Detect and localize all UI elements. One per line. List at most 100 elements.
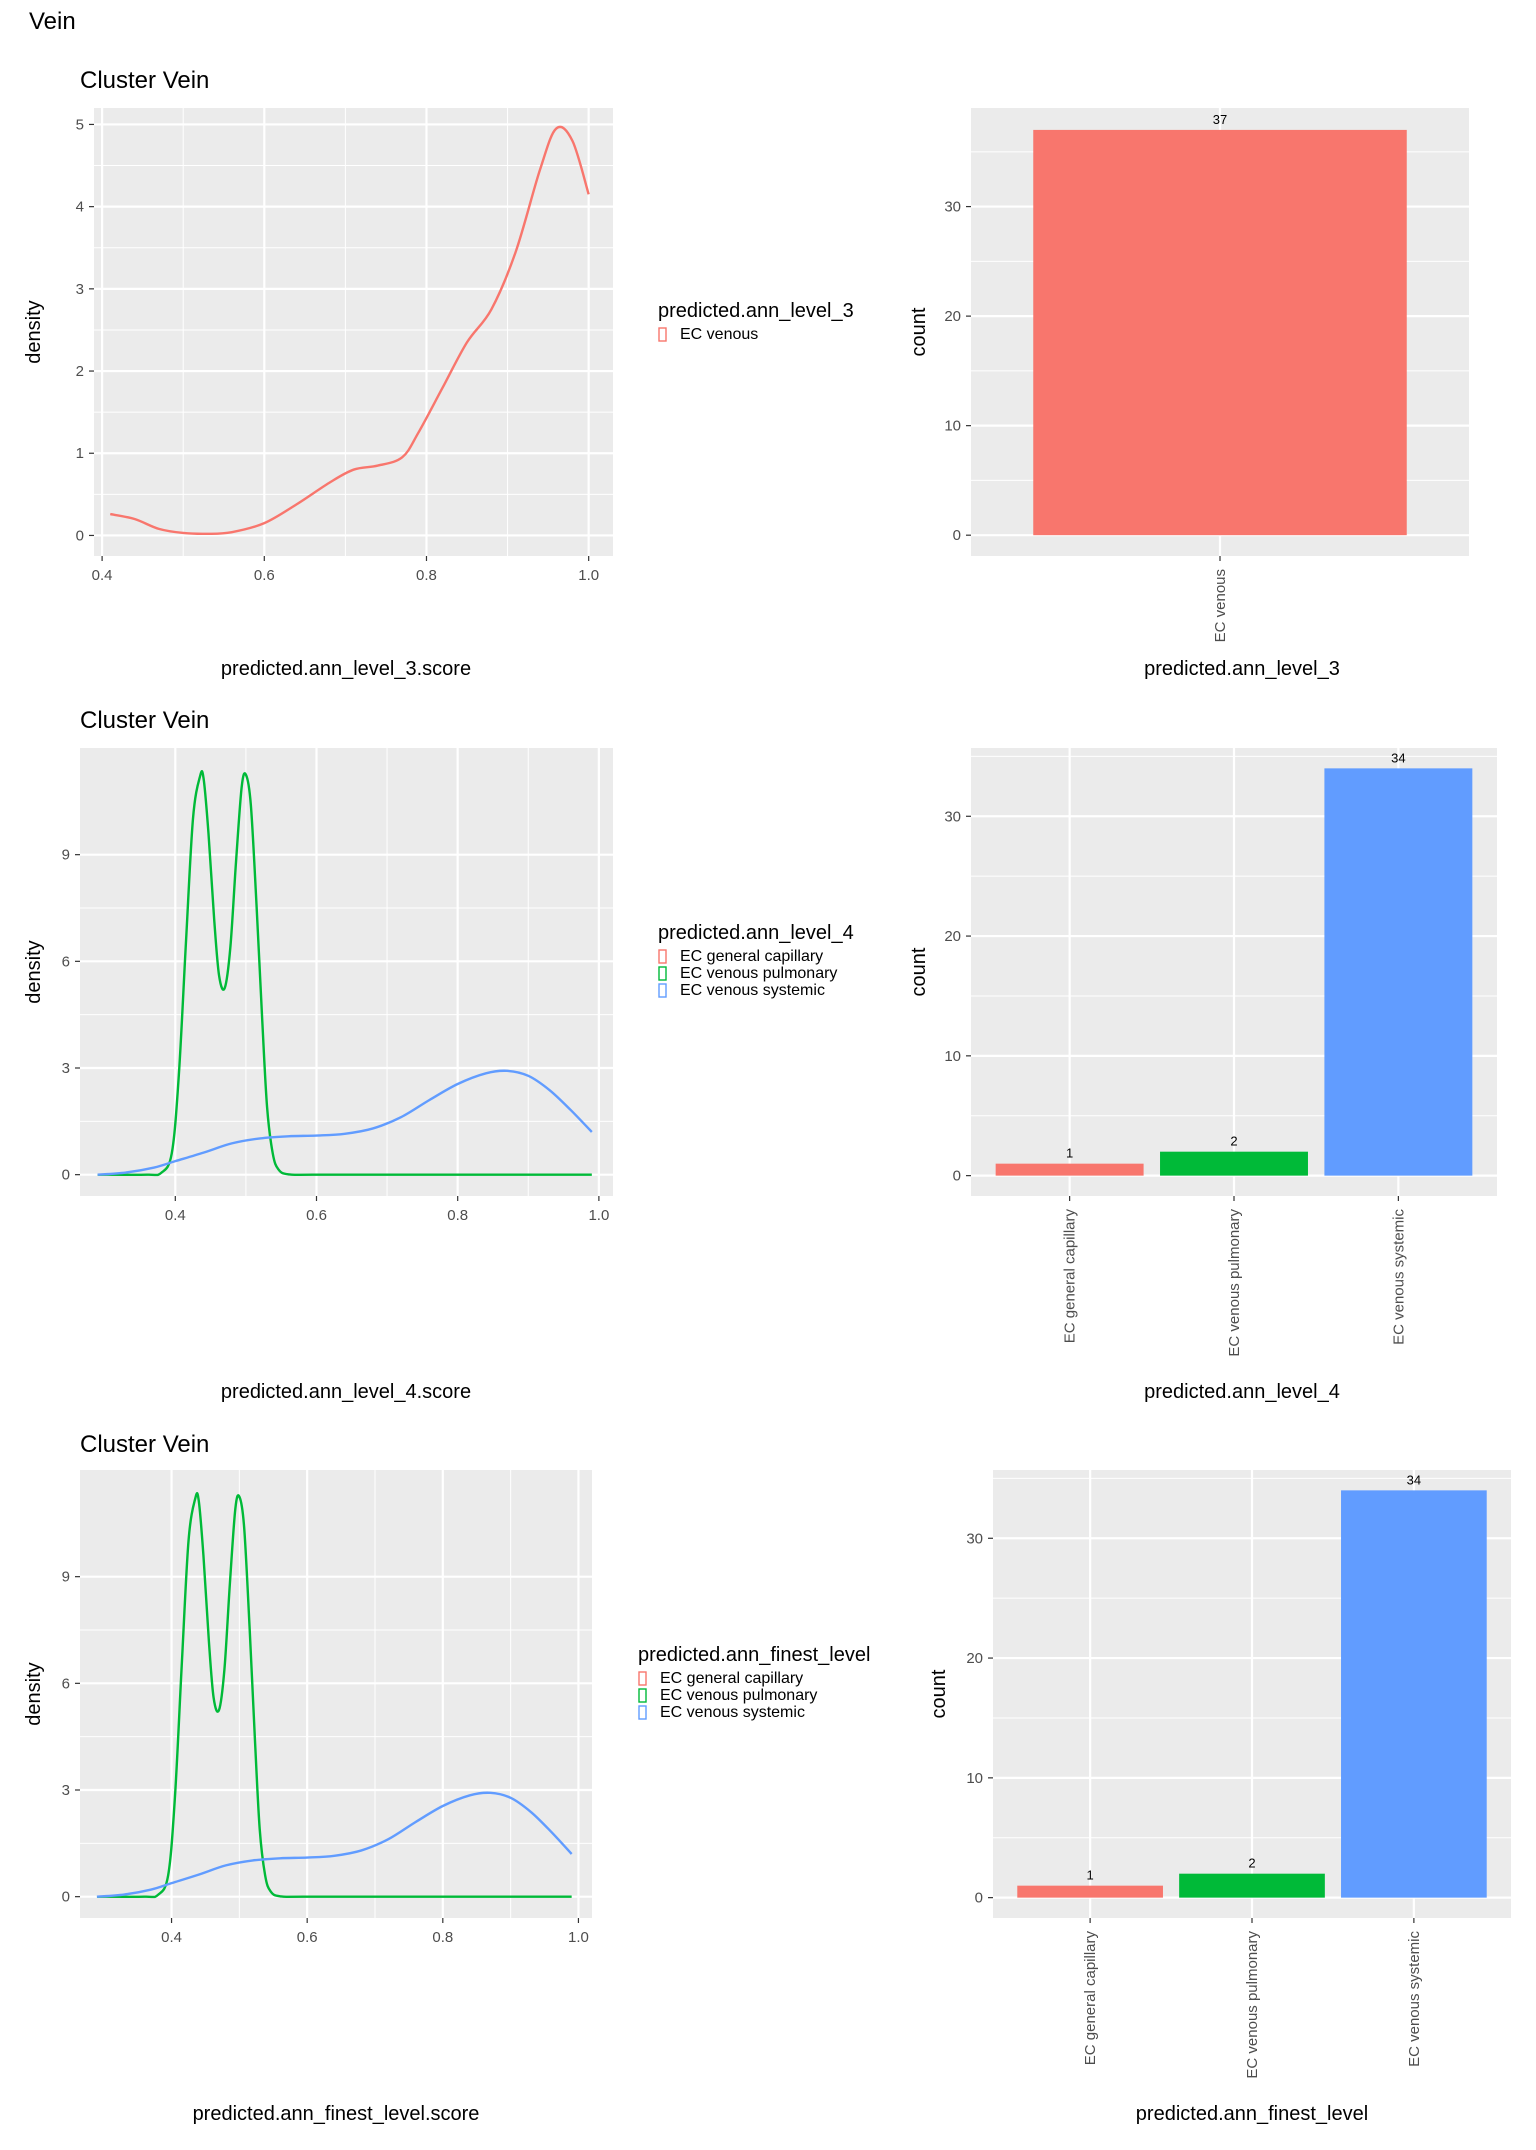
y-tick-label: 0 (62, 1167, 70, 1184)
x-axis-label: predicted.ann_level_3 (1144, 658, 1340, 680)
x-tick-label: 0.6 (297, 1929, 318, 1946)
y-tick-label: 9 (62, 1569, 70, 1586)
x-tick-label: 1.0 (588, 1207, 609, 1224)
bar-ec-venous-systemic (1324, 768, 1473, 1176)
legend-entry: EC venous pulmonary (660, 1687, 817, 1704)
y-tick-label: 10 (944, 418, 961, 435)
x-tick-label: 0.4 (161, 1929, 182, 1946)
y-axis-label: count (928, 1669, 950, 1718)
bar-data-label: 37 (1213, 112, 1227, 127)
y-tick-label: 9 (62, 847, 70, 864)
y-tick-label: 20 (966, 1650, 983, 1667)
bar-ec-venous-systemic (1341, 1490, 1487, 1898)
chart-title: Cluster Vein (80, 1431, 209, 1458)
panel-background (94, 108, 613, 556)
x-tick-label: 0.4 (92, 567, 113, 584)
legend-key (658, 949, 667, 964)
legend-key (638, 1705, 647, 1720)
y-tick-label: 5 (76, 116, 84, 133)
y-tick-label: 20 (944, 928, 961, 945)
density-line-ec-venous-systemic (97, 1069, 593, 1176)
legend-entry: EC venous (680, 326, 758, 343)
legend-key (658, 327, 667, 342)
bar-data-label: 1 (1087, 1868, 1094, 1883)
y-axis-label: density (23, 940, 45, 1003)
legend-entry: EC general capillary (680, 948, 823, 965)
page-title: Vein (29, 8, 76, 35)
y-tick-label: 3 (76, 281, 84, 298)
x-axis-label: predicted.ann_finest_level (1136, 2103, 1368, 2125)
bar-data-label: 1 (1066, 1146, 1073, 1161)
y-tick-label: 30 (944, 808, 961, 825)
y-tick-label: 1 (76, 445, 84, 462)
bar-ec-venous-pulmonary (1179, 1873, 1325, 1898)
y-axis-label: density (23, 300, 45, 363)
density-line-ec-venous-pulmonary (97, 770, 592, 1177)
density-chart-density_l4: 0.4 0.6 0.8 1.0 0 3 6 9 Cluster Vein predicted.an… (23, 707, 854, 1403)
y-tick-label: 30 (944, 199, 961, 216)
x-tick-label: EC venous pulmonary (1226, 1209, 1243, 1357)
x-axis-label: predicted.ann_level_4.score (221, 1381, 471, 1403)
x-tick-label: EC general capillary (1062, 1209, 1079, 1344)
y-tick-label: 0 (975, 1890, 983, 1907)
legend: predicted.ann_finest_level EC general cap… (638, 1644, 870, 1721)
y-tick-label: 20 (944, 308, 961, 325)
y-tick-label: 0 (76, 527, 84, 544)
x-axis-label: predicted.ann_finest_level.score (193, 2103, 480, 2125)
y-axis-label: count (908, 947, 930, 996)
y-tick-label: 0 (953, 527, 961, 544)
bar-chart-bar_finest: 0 10 20 30 1 EC general capillary 2 EC venous p… (928, 1470, 1511, 2125)
panel-background (80, 748, 613, 1196)
x-tick-label: 0.6 (254, 567, 275, 584)
bar-chart-bar_l3: 0 10 20 30 37 EC venous predicted.ann_level_3 c… (908, 108, 1469, 680)
chart-title: Cluster Vein (80, 67, 209, 94)
legend-title: predicted.ann_level_4 (658, 922, 854, 944)
x-tick-label: EC general capillary (1082, 1931, 1099, 2066)
density-chart-density_finest: 0.4 0.6 0.8 1.0 0 3 6 9 Cluster Vein predicted.an… (23, 1431, 870, 2125)
chart-title: Cluster Vein (80, 707, 209, 734)
legend-entry: EC general capillary (660, 1670, 803, 1687)
y-tick-label: 6 (62, 953, 70, 970)
y-tick-label: 3 (62, 1060, 70, 1077)
legend: predicted.ann_level_3 EC venous (658, 300, 854, 343)
x-axis-label: predicted.ann_level_4 (1144, 1381, 1340, 1403)
bar-data-label: 2 (1248, 1856, 1255, 1871)
y-tick-label: 2 (76, 363, 84, 380)
y-axis-label: density (23, 1662, 45, 1725)
x-tick-label: EC venous systemic (1390, 1209, 1407, 1345)
legend-key (658, 983, 667, 998)
density-chart-density_l3: 0.4 0.6 0.8 1.0 0 1 2 3 4 5 Cluster Vein predicted.… (23, 67, 854, 680)
legend-key (658, 966, 667, 981)
legend-key (638, 1688, 647, 1703)
x-tick-label: EC venous systemic (1406, 1931, 1423, 2067)
bar-data-label: 2 (1230, 1134, 1237, 1149)
legend-title: predicted.ann_level_3 (658, 300, 854, 322)
y-tick-label: 3 (62, 1782, 70, 1799)
legend-key (638, 1671, 647, 1686)
x-tick-label: 1.0 (568, 1929, 589, 1946)
legend-entry: EC venous systemic (680, 982, 825, 999)
bar-ec-venous (1033, 129, 1407, 536)
bar-ec-venous-pulmonary (1160, 1151, 1308, 1176)
y-tick-label: 10 (944, 1048, 961, 1065)
x-tick-label: 0.8 (416, 567, 437, 584)
bar-data-label: 34 (1391, 750, 1405, 765)
legend-entry: EC venous systemic (660, 1704, 805, 1721)
x-axis-label: predicted.ann_level_3.score (221, 658, 471, 680)
y-tick-label: 30 (966, 1530, 983, 1547)
bar-ec-general-capillary (995, 1163, 1144, 1176)
x-tick-label: 0.6 (306, 1207, 327, 1224)
y-tick-label: 6 (62, 1675, 70, 1692)
x-tick-label: 0.4 (165, 1207, 186, 1224)
x-tick-label: 1.0 (578, 567, 599, 584)
density-line-ec-venous-pulmonary (96, 1492, 572, 1899)
x-tick-label: 0.8 (447, 1207, 468, 1224)
density-line-ec-venous (109, 125, 590, 536)
x-tick-label: EC venous pulmonary (1244, 1931, 1261, 2079)
legend-title: predicted.ann_finest_level (638, 1644, 870, 1666)
legend: predicted.ann_level_4 EC general capillar… (658, 922, 854, 999)
y-tick-label: 4 (76, 199, 84, 216)
density-line-ec-venous-systemic (96, 1791, 573, 1898)
legend-entry: EC venous pulmonary (680, 965, 837, 982)
